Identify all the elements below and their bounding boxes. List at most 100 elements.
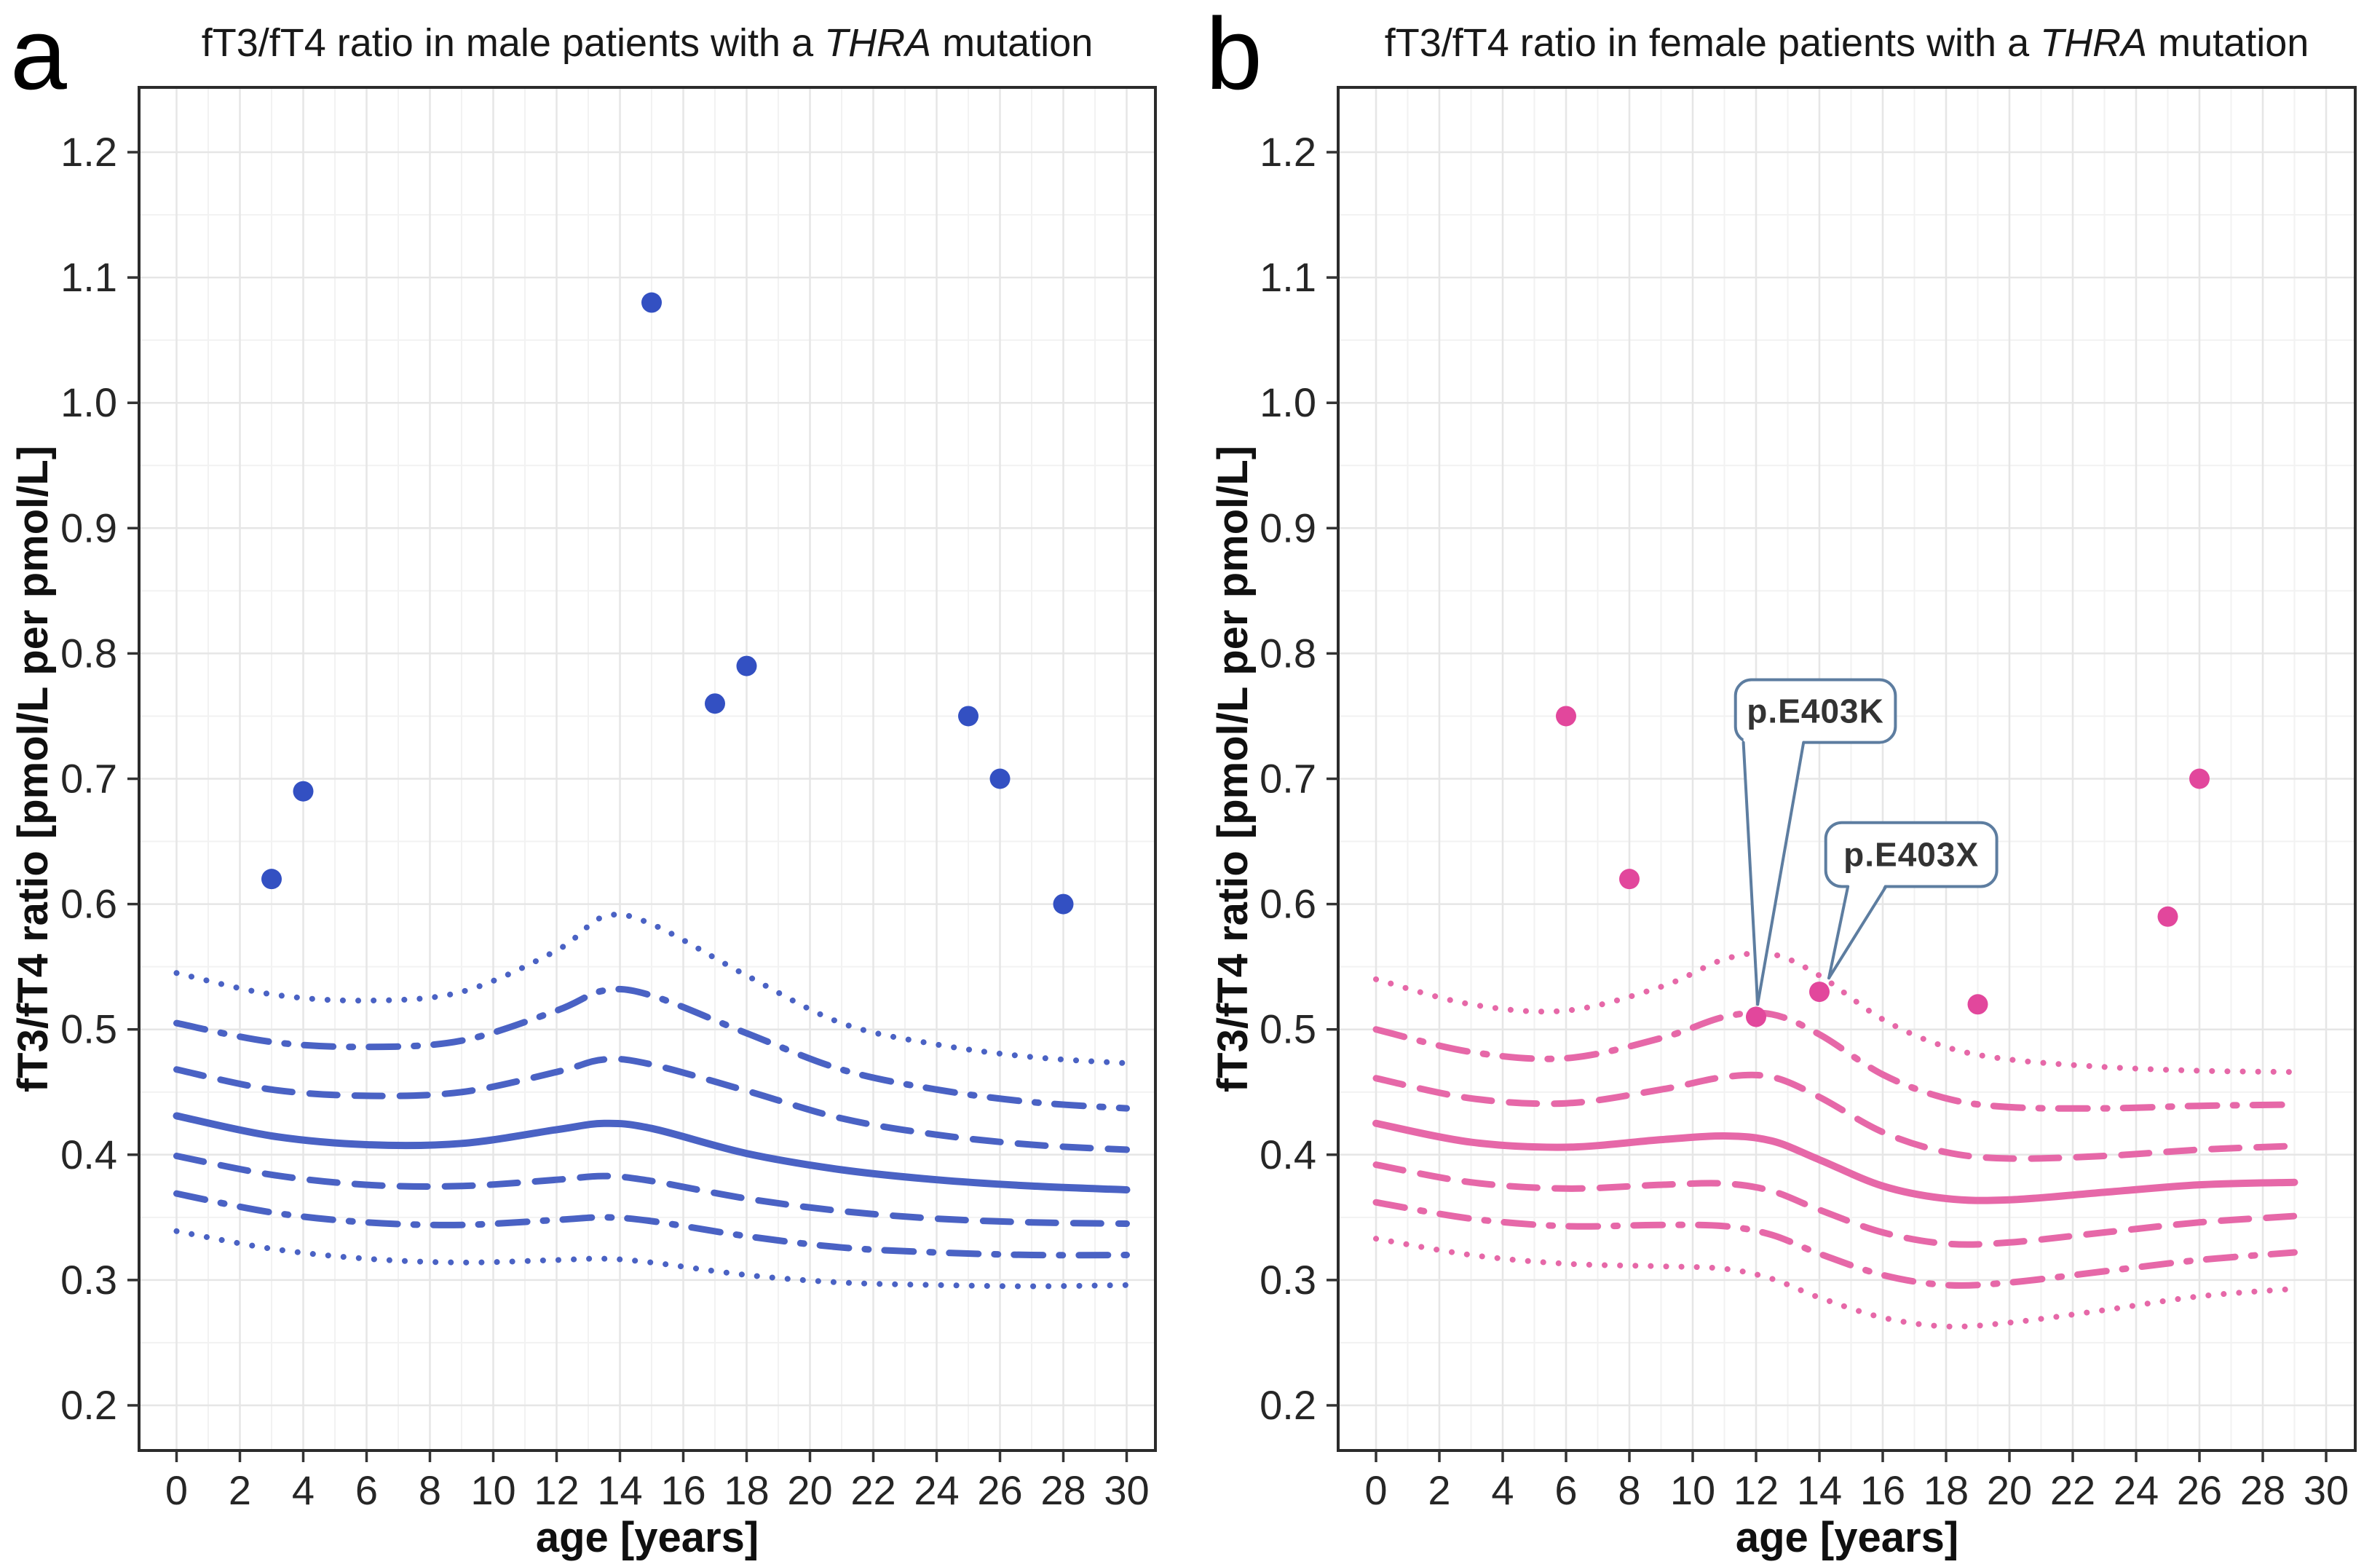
grid-major [1338, 87, 2355, 1450]
data-point [2157, 906, 2178, 927]
y-tick-label: 0.4 [60, 1132, 117, 1177]
x-tick-label: 4 [292, 1467, 315, 1513]
callout-label: p.E403X [1843, 836, 1979, 874]
plot-background [139, 87, 1155, 1450]
lower-dashed-reference-dashed-curve [173, 1153, 1130, 1227]
y-tick-label: 1.0 [1260, 379, 1316, 425]
median-reference-solid-curve [1372, 1119, 2298, 1204]
callout-label: p.E403K [1747, 692, 1884, 730]
data-point [2189, 768, 2210, 789]
plot-background [1338, 87, 2355, 1450]
median-reference-solid-curve [173, 1112, 1131, 1193]
panel-b-letter: b [1206, 0, 1262, 111]
upper-dashdot-reference-dashdot-curve [173, 985, 1130, 1112]
y-tick-label: 0.5 [1260, 1006, 1316, 1052]
panel-a-letter: a [10, 0, 67, 111]
data-point [1746, 1006, 1766, 1027]
x-tick-label: 16 [660, 1467, 705, 1513]
data-point [736, 655, 757, 676]
data-point [1619, 869, 1640, 890]
callout-annotation: p.E403X [1824, 821, 1999, 980]
data-point [641, 292, 662, 313]
data-point [1053, 893, 1074, 915]
data-point [261, 869, 282, 890]
callout-box [1733, 678, 1897, 744]
x-tick-label: 6 [1554, 1467, 1577, 1513]
upper-dashed-reference-dashed-curve [173, 1055, 1130, 1153]
panel-b-y-axis-label: fT3/fT4 ratio [pmol/L per pmol/L] [1209, 445, 1257, 1093]
x-tick-label: 26 [977, 1467, 1022, 1513]
data-point [1967, 994, 1988, 1015]
y-tick-label: 0.4 [1260, 1132, 1316, 1177]
y-tick-label: 1.1 [1260, 254, 1316, 300]
upper-dotted-reference-dotted-curve [1373, 950, 2298, 1075]
x-tick-label: 10 [1670, 1467, 1715, 1513]
y-tick-label: 0.9 [1260, 505, 1316, 550]
panel-a-axes: 0 2 4 6 8 10 12 14 16 18 20 22 24 26 28 301.21.11.00.90… [60, 129, 1150, 1513]
x-tick-label: 22 [2050, 1467, 2095, 1513]
panel-a: 0 2 4 6 8 10 12 14 16 18 20 22 24 26 28 301.21.11.00.90… [60, 86, 1157, 1513]
x-tick-label: 20 [787, 1467, 832, 1513]
lower-dotted-reference-dotted-curve [1373, 1236, 2298, 1330]
x-tick-label: 16 [1860, 1467, 1905, 1513]
callout-tail-edge [1827, 885, 1850, 980]
y-tick-label: 0.5 [60, 1006, 117, 1052]
data-point [1809, 982, 1830, 1003]
y-tick-label: 1.1 [60, 254, 117, 300]
panel-border [138, 86, 1157, 1452]
x-tick-label: 30 [1104, 1467, 1149, 1513]
x-tick-label: 28 [1040, 1467, 1086, 1513]
lower-dotted-reference-dotted-curve [173, 1228, 1130, 1290]
lower-dashdot-reference-dashdot-curve [173, 1190, 1130, 1259]
x-tick-label: 18 [724, 1467, 769, 1513]
x-tick-label: 30 [2304, 1467, 2349, 1513]
panel-b-x-axis-label: age [years] [1735, 1514, 1959, 1561]
upper-dashdot-reference-dashdot-curve [1372, 1009, 2298, 1112]
panel-a-data-points [261, 292, 1074, 915]
x-tick-label: 20 [1987, 1467, 2032, 1513]
panel-b-axes: 0 2 4 6 8 10 12 14 16 18 20 22 24 26 28 301.21.11.00.90… [1260, 129, 2349, 1513]
panel-a-x-axis-label: age [years] [535, 1514, 759, 1561]
panel-b-title-suffix: mutation [2147, 21, 2309, 65]
data-point [293, 781, 314, 802]
x-tick-label: 14 [1797, 1467, 1842, 1513]
x-tick-label: 2 [229, 1467, 251, 1513]
x-tick-label: 2 [1428, 1467, 1450, 1513]
lower-dashed-reference-dashed-curve [1372, 1161, 2298, 1248]
panel-a-title-gene: THRA [824, 21, 932, 65]
upper-dotted-reference-dotted-curve [173, 911, 1130, 1067]
x-tick-label: 18 [1924, 1467, 1969, 1513]
panel-a-y-axis-label: fT3/fT4 ratio [pmol/L per pmol/L] [9, 445, 57, 1093]
y-tick-label: 0.8 [1260, 630, 1316, 676]
lower-dashdot-reference-dashdot-curve [1372, 1199, 2298, 1289]
data-point [989, 768, 1011, 789]
data-point [1556, 706, 1576, 727]
panel-a-title-prefix: fT3/fT4 ratio in male patients with a [201, 21, 825, 65]
x-tick-label: 24 [2114, 1467, 2159, 1513]
data-point [705, 693, 725, 714]
y-tick-label: 0.3 [1260, 1257, 1316, 1303]
x-tick-label: 10 [470, 1467, 515, 1513]
y-tick-label: 0.6 [60, 881, 117, 927]
x-tick-label: 0 [165, 1467, 188, 1513]
x-tick-label: 28 [2240, 1467, 2285, 1513]
x-tick-label: 12 [1733, 1467, 1779, 1513]
panel-b-data-points [1556, 706, 2210, 1027]
y-tick-label: 0.7 [1260, 756, 1316, 802]
callout-tail-edge [1741, 741, 1760, 1006]
x-tick-label: 14 [597, 1467, 642, 1513]
upper-dashed-reference-dashed-curve [1372, 1071, 2298, 1162]
panel-a-title-suffix: mutation [931, 21, 1094, 65]
panel-b-title-prefix: fT3/fT4 ratio in female patients with a [1384, 21, 2041, 65]
x-tick-label: 8 [419, 1467, 441, 1513]
y-tick-label: 0.9 [60, 505, 117, 550]
callout-tail-edge [1756, 741, 1806, 1006]
x-tick-label: 22 [850, 1467, 896, 1513]
callout-annotation: p.E403K [1733, 678, 1897, 1006]
callout-tail-fill [1743, 738, 1804, 1005]
y-tick-label: 0.6 [1260, 881, 1316, 927]
y-tick-label: 1.2 [60, 129, 117, 175]
x-tick-label: 24 [914, 1467, 959, 1513]
